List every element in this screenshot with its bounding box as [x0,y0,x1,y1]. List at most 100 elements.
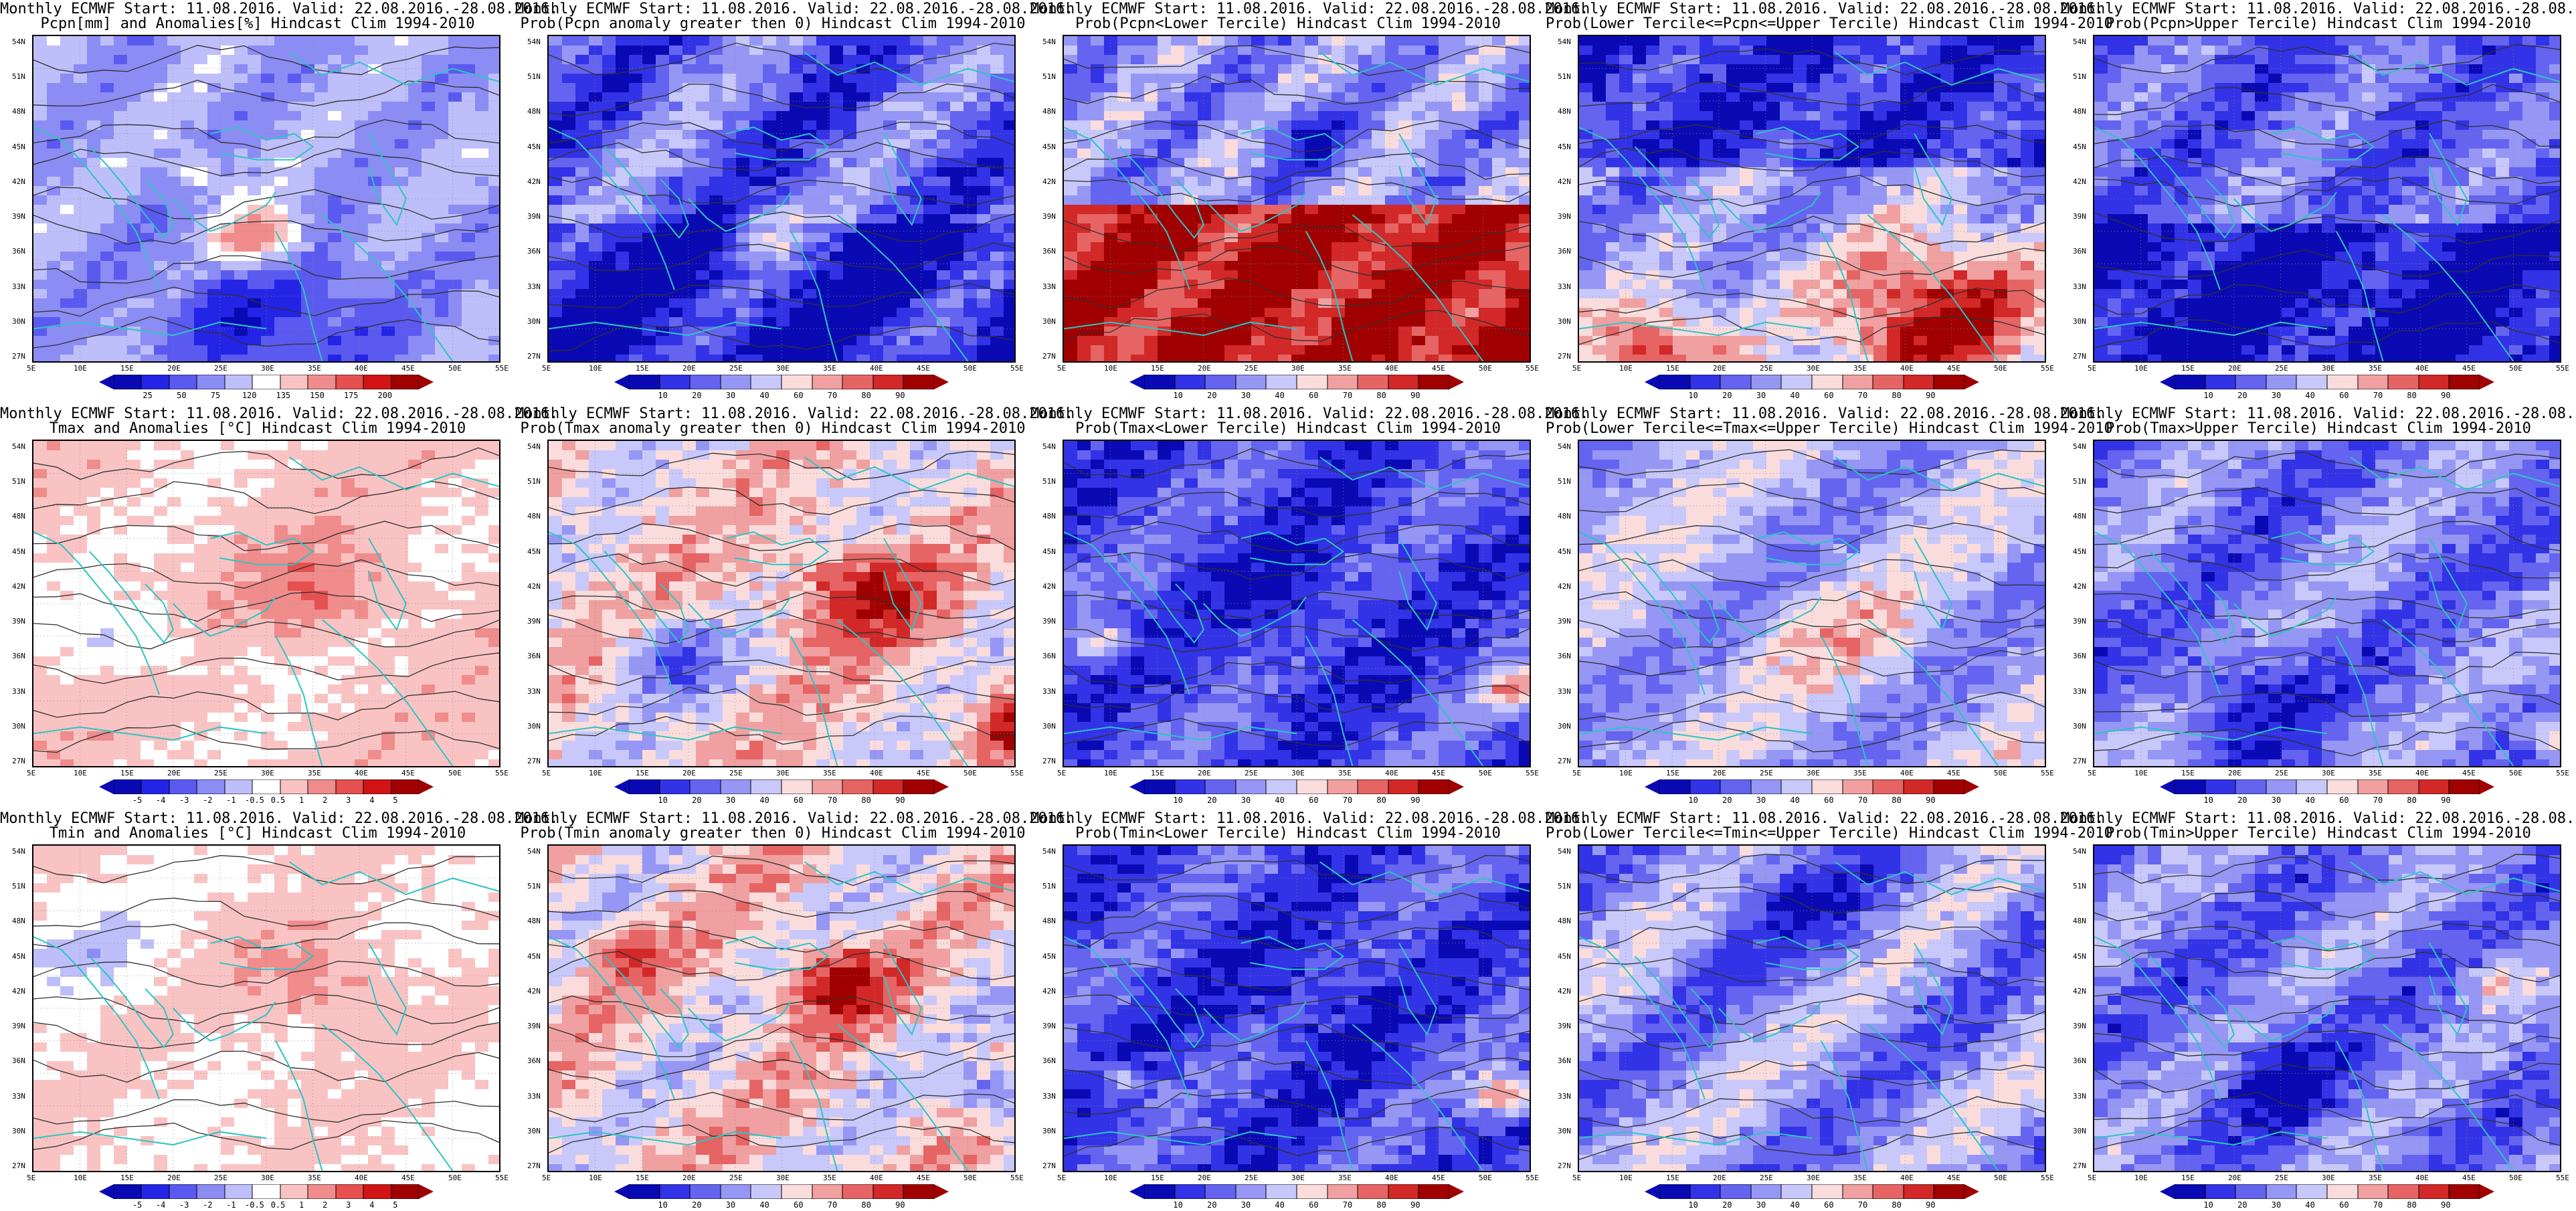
longitude-label: 50E [963,1174,977,1182]
longitude-label: 50E [963,364,977,373]
colorbar-segment [1934,375,1964,389]
latitude-label: 54N [12,442,25,451]
longitude-label: 15E [1666,769,1679,777]
colorbar-tick-label: 40 [2305,1200,2314,1210]
colorbar [2160,1184,2494,1199]
colorbar-tick-label: 10 [1688,1200,1697,1210]
latitude-label: 36N [1042,1056,1056,1065]
latitude-label: 39N [1042,212,1056,221]
colorbar-segment [2449,779,2480,794]
colorbar-segment [721,779,751,794]
longitude-label: 40E [1900,769,1914,777]
map-panel-pcpn-1: Monthly ECMWF Start: 11.08.2016. Valid: … [0,0,515,395]
map-field [32,35,500,363]
latitude-label: 33N [2073,687,2086,696]
colorbar-segment [1205,1184,1236,1199]
latitude-label: 45N [2073,143,2086,151]
colorbar-tick-label: 90 [895,391,905,400]
latitude-label: 51N [527,72,541,81]
panel-title-line2: Prob(Tmin>Upper Tercile) Hindcast Clim 1… [2061,826,2576,842]
map-field [1578,844,2046,1172]
colorbar-segment [1812,1184,1843,1199]
longitude-label: 10E [74,1174,87,1182]
longitude-label: 25E [1245,1174,1258,1182]
colorbar-tick-label: -4 [156,1200,165,1210]
longitude-label: 25E [1760,1174,1773,1182]
colorbar-segment [141,779,169,794]
colorbar [1645,1184,1979,1199]
colorbar-segment [1388,375,1419,389]
colorbar-segment [2235,375,2266,389]
latitude-label: 48N [527,512,541,521]
colorbar-segment [1720,375,1751,389]
colorbar-segment [1751,1184,1782,1199]
colorbar-tick-label: 120 [242,391,257,400]
latitude-label: 39N [2073,617,2086,626]
longitude-label: 55E [2556,1174,2569,1182]
longitude-label: 30E [776,1174,790,1182]
colorbar-tick-label: 30 [2272,796,2281,805]
colorbar-tick-label: 4 [369,796,374,805]
latitude-label: 39N [1558,617,1571,626]
latitude-label: 36N [12,1056,25,1065]
longitude-label: 55E [1526,769,1539,777]
colorbar [1129,779,1464,794]
longitude-label: 35E [1853,1174,1867,1182]
latitude-label: 33N [12,282,25,291]
latitude-label: 42N [2073,177,2086,186]
longitude-label: 10E [589,769,602,777]
latitude-label: 51N [1042,72,1056,81]
colorbar-tick-label: 10 [1173,1200,1182,1210]
longitude-label: 20E [2228,364,2241,373]
latitude-label: 45N [1042,547,1056,556]
latitude-label: 45N [12,952,25,961]
colorbar-tick-label: -2 [203,1200,212,1210]
colorbar-min-arrow [2160,779,2175,794]
colorbar-segment [1144,779,1175,794]
longitude-label: 30E [1291,769,1305,777]
colorbar-segment [225,779,252,794]
longitude-label: 55E [1010,364,1024,373]
colorbar-segment [629,375,660,389]
longitude-label: 40E [2415,769,2429,777]
colorbar-tick-label: -2 [203,796,212,805]
field-canvas [1064,846,1530,1171]
longitude-label: 15E [2181,364,2195,373]
longitude-label: 5E [2088,364,2096,373]
colorbar-segment [660,1184,691,1199]
latitude-label: 51N [1558,72,1571,81]
field-canvas [1064,36,1530,361]
colorbar-tick-label: 70 [2373,1200,2383,1210]
latitude-label: 54N [527,847,541,856]
field-canvas [549,846,1014,1171]
longitude-label: 20E [2228,1174,2241,1182]
colorbar-tick-label: 30 [1241,796,1251,805]
colorbar-max-arrow [1964,779,1979,794]
colorbar-segment [2175,1184,2205,1199]
map-field [32,844,500,1172]
colorbar [1129,375,1464,389]
longitude-label: 30E [261,1174,274,1182]
colorbar-segment [169,375,197,389]
colorbar-tick-label: 70 [828,796,837,805]
colorbar-tick-label: 80 [1892,796,1901,805]
colorbar-segment [660,779,691,794]
longitude-label: 40E [1385,364,1398,373]
latitude-label: 36N [1042,247,1056,256]
colorbar-segment [690,375,721,389]
field-canvas [33,441,499,766]
latitude-label: 54N [2073,37,2086,46]
colorbar-segment [280,375,308,389]
latitude-label: 48N [2073,107,2086,116]
colorbar-segment [1266,1184,1297,1199]
longitude-label: 50E [448,1174,462,1182]
colorbar-segment [1236,779,1267,794]
longitude-label: 35E [823,1174,836,1182]
latitude-label: 51N [527,882,541,891]
colorbar-segment [363,1184,391,1199]
longitude-label: 55E [495,769,509,777]
colorbar-tick-label: -0.5 [245,796,264,805]
longitude-label: 25E [2275,769,2288,777]
